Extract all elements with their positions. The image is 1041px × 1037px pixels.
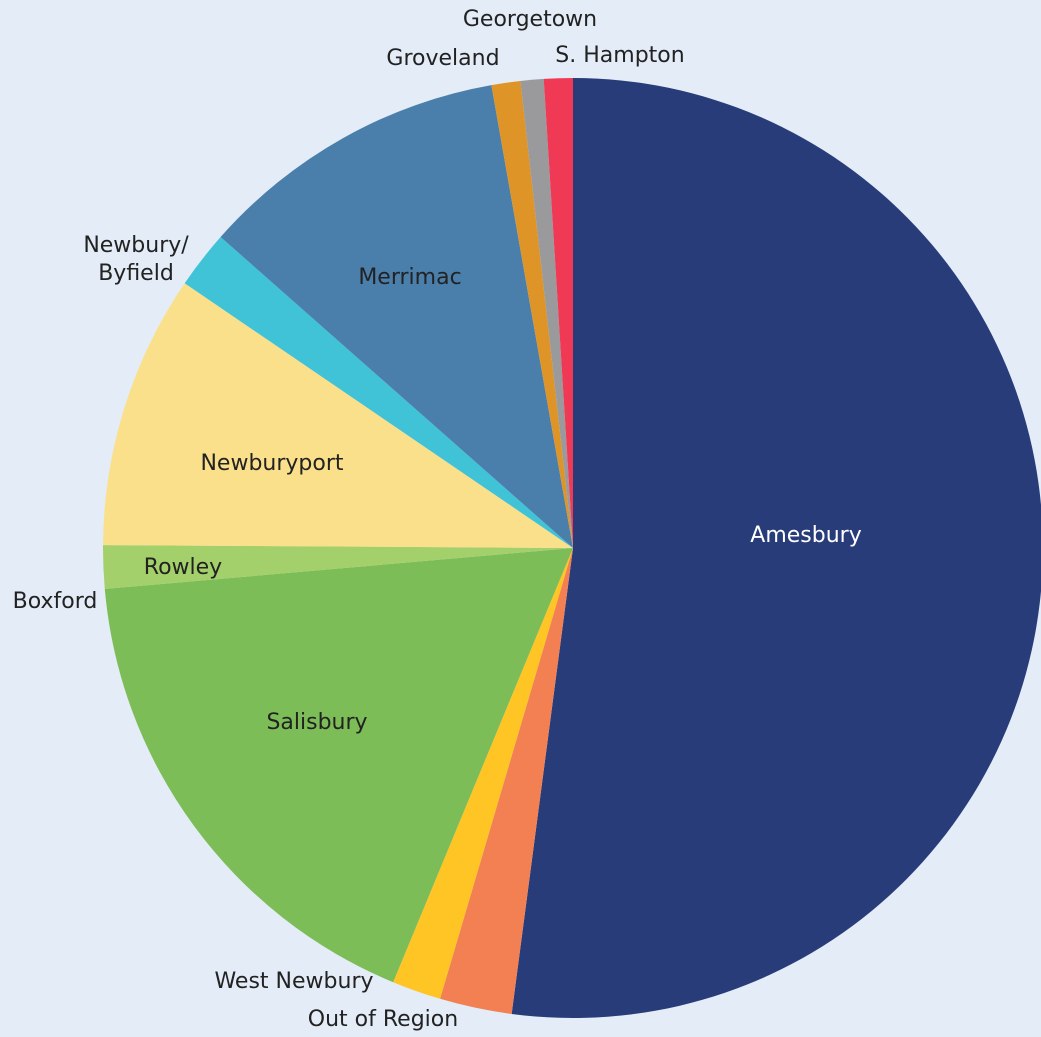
pie-label-s-hampton: S. Hampton <box>555 43 684 68</box>
pie-label-out-of-region: Out of Region <box>308 1007 458 1032</box>
pie-label-amesbury: Amesbury <box>750 523 861 548</box>
pie-label-georgetown: Georgetown <box>463 7 597 32</box>
pie-label-merrimac: Merrimac <box>358 265 461 290</box>
pie-label-boxford: Boxford <box>13 589 98 614</box>
pie-slice-amesbury <box>512 78 1041 1018</box>
pie-label-newburyport: Newburyport <box>200 451 343 476</box>
pie-label-salisbury: Salisbury <box>266 710 367 735</box>
pie-label-groveland: Groveland <box>386 46 499 71</box>
pie-label-newbury-byfield: Newbury/Byfield <box>83 233 189 286</box>
pie-slices <box>103 78 1041 1018</box>
pie-label-west-newbury: West Newbury <box>214 969 373 994</box>
pie-label-rowley: Rowley <box>144 555 222 580</box>
